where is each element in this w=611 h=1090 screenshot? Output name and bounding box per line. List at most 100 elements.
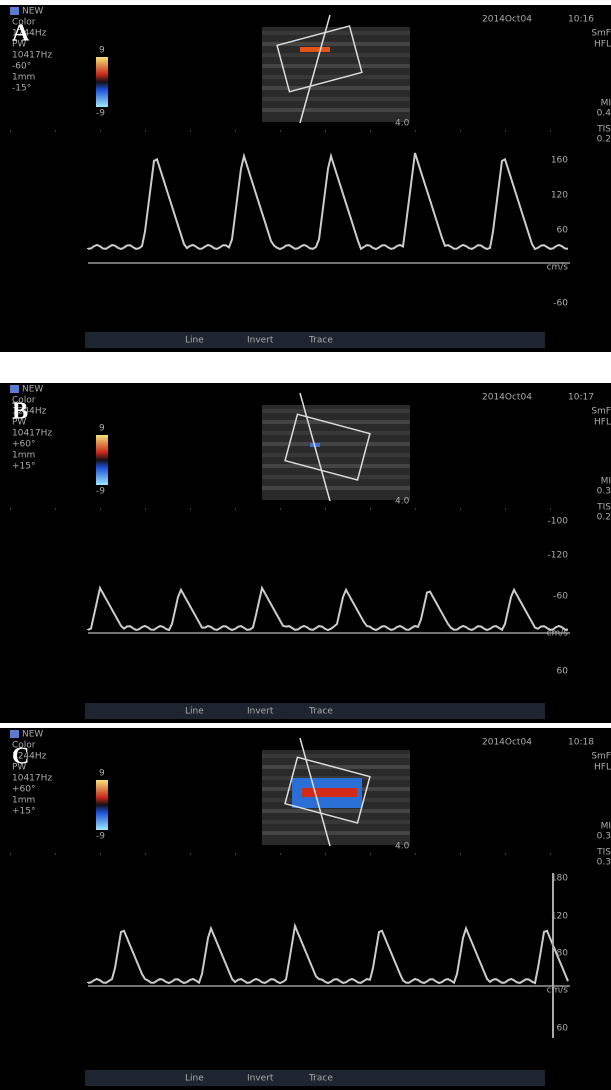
side-info: 0.4 — [597, 109, 611, 119]
scale-label: cm/s — [547, 629, 569, 639]
panel-label: B — [12, 399, 28, 425]
depth: 4.0 — [395, 497, 410, 507]
doppler-spectrum — [87, 585, 569, 632]
tissue-band — [262, 820, 410, 824]
toolbar-button: Line — [185, 336, 204, 346]
cursor-line — [299, 737, 331, 847]
colorbar-max: 9 — [99, 769, 105, 779]
side-info: MI — [601, 822, 611, 832]
side-info: HFL — [594, 418, 611, 428]
setting: 10417Hz — [12, 429, 52, 439]
setting: 10417Hz — [12, 774, 52, 784]
tissue-band — [262, 475, 410, 479]
scale-label: -120 — [548, 551, 569, 561]
tissue-band — [262, 86, 410, 90]
side-info: SmF — [591, 407, 611, 417]
tissue-band — [262, 75, 410, 79]
scale-label: 60 — [557, 226, 569, 236]
scale-label: 180 — [551, 874, 568, 884]
b-mode-image — [262, 405, 410, 500]
setting: -60° — [12, 62, 31, 72]
setting: 1244Hz — [12, 752, 47, 762]
tissue-band — [262, 453, 410, 457]
setting: 1mm — [12, 451, 35, 461]
setting: PW — [12, 763, 26, 773]
toolbar-button: Trace — [308, 1074, 333, 1084]
scale-label: 160 — [551, 156, 568, 166]
side-info: SmF — [591, 29, 611, 39]
side-info: 0.2 — [597, 135, 611, 145]
tissue-band — [262, 831, 410, 835]
scale-label: 120 — [551, 191, 568, 201]
setting: PW — [12, 418, 26, 428]
tissue-band — [262, 64, 410, 68]
setting: +15° — [12, 462, 36, 472]
cursor-line — [299, 392, 331, 502]
tissue-band — [262, 809, 410, 813]
side-info: TIS — [596, 125, 611, 135]
toolbar-button: Invert — [247, 336, 274, 346]
tissue-band — [262, 31, 410, 35]
doppler-spectrum — [87, 152, 569, 251]
setting: 1mm — [12, 73, 35, 83]
scale-label: -100 — [548, 517, 569, 527]
scale-label: 80 — [557, 949, 569, 959]
color-flow-red — [302, 788, 357, 797]
tissue-band — [262, 97, 410, 101]
date: 2014Oct04 — [482, 738, 532, 748]
colorbar — [96, 780, 108, 830]
side-info: MI — [601, 99, 611, 109]
mode: NEW — [22, 385, 43, 395]
colorbar-min: -9 — [96, 487, 105, 497]
scale-label: 60 — [557, 667, 569, 677]
tissue-band — [262, 754, 410, 758]
tissue-band — [262, 486, 410, 490]
scale-label: 60 — [557, 1024, 569, 1034]
toolbar-button: Line — [185, 1074, 204, 1084]
side-info: HFL — [594, 763, 611, 773]
setting: 1mm — [12, 796, 35, 806]
time: 10:16 — [568, 15, 594, 25]
depth: 4.0 — [395, 842, 410, 852]
tissue-band — [262, 442, 410, 446]
panel-label: A — [12, 21, 30, 47]
setting: Color — [12, 18, 36, 28]
scale-label: cm/s — [547, 986, 569, 996]
color-flow-red — [300, 47, 330, 52]
toolbar-button: Invert — [247, 1074, 274, 1084]
tissue-band — [262, 409, 410, 413]
scale-label: -60 — [553, 592, 568, 602]
depth: 4.0 — [395, 119, 410, 129]
side-info: 0.2 — [597, 513, 611, 523]
date: 2014Oct04 — [482, 393, 532, 403]
side-info: 0.3 — [597, 487, 611, 497]
scale-label: cm/s — [547, 263, 569, 273]
time: 10:17 — [568, 393, 594, 403]
setting: Color — [12, 396, 36, 406]
time: 10:18 — [568, 738, 594, 748]
colorbar-min: -9 — [96, 109, 105, 119]
cursor-line — [299, 14, 331, 124]
colorbar-max: 9 — [99, 424, 105, 434]
side-info: TIS — [596, 503, 611, 513]
panel-label: C — [12, 744, 29, 770]
toolbar — [85, 332, 545, 348]
toolbar-button: Line — [185, 707, 204, 717]
scale-label: -60 — [553, 299, 568, 309]
setting: Color — [12, 741, 36, 751]
side-info: MI — [601, 477, 611, 487]
colorbar-min: -9 — [96, 832, 105, 842]
colorbar — [96, 57, 108, 107]
doppler-spectrum — [87, 922, 569, 985]
tissue-band — [262, 42, 410, 46]
tissue-band — [262, 53, 410, 57]
side-info: SmF — [591, 752, 611, 762]
scale-label: 120 — [551, 912, 568, 922]
tissue-band — [262, 420, 410, 424]
tissue-band — [262, 431, 410, 435]
setting: 10417Hz — [12, 51, 52, 61]
setting: +60° — [12, 785, 36, 795]
